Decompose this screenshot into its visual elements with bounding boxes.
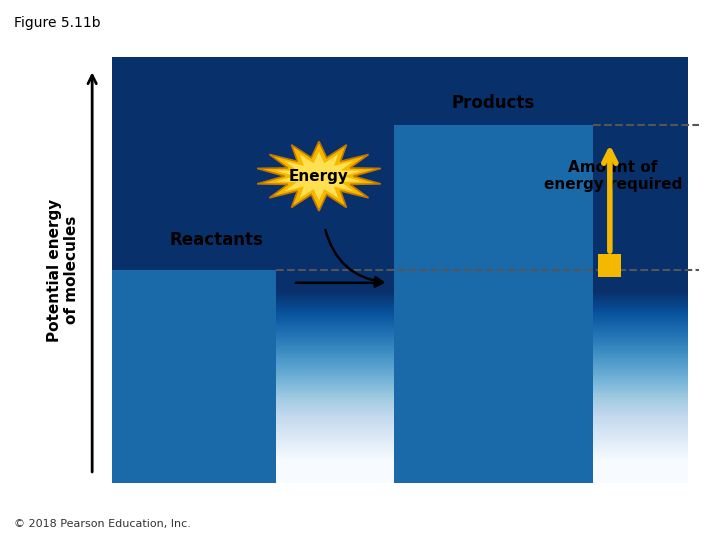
Text: Reactants: Reactants — [169, 231, 263, 248]
Text: Amount of
energy required: Amount of energy required — [544, 160, 682, 192]
Text: © 2018 Pearson Education, Inc.: © 2018 Pearson Education, Inc. — [14, 519, 192, 529]
Bar — [112, 270, 276, 483]
Bar — [598, 254, 621, 278]
Text: Energy: Energy — [289, 168, 349, 184]
Text: Products: Products — [451, 94, 535, 112]
Text: Potential energy
of molecules: Potential energy of molecules — [47, 198, 79, 342]
Bar — [394, 125, 593, 483]
FancyArrowPatch shape — [325, 230, 382, 285]
Polygon shape — [257, 141, 381, 211]
Text: Figure 5.11b: Figure 5.11b — [14, 16, 101, 30]
Polygon shape — [276, 152, 362, 200]
